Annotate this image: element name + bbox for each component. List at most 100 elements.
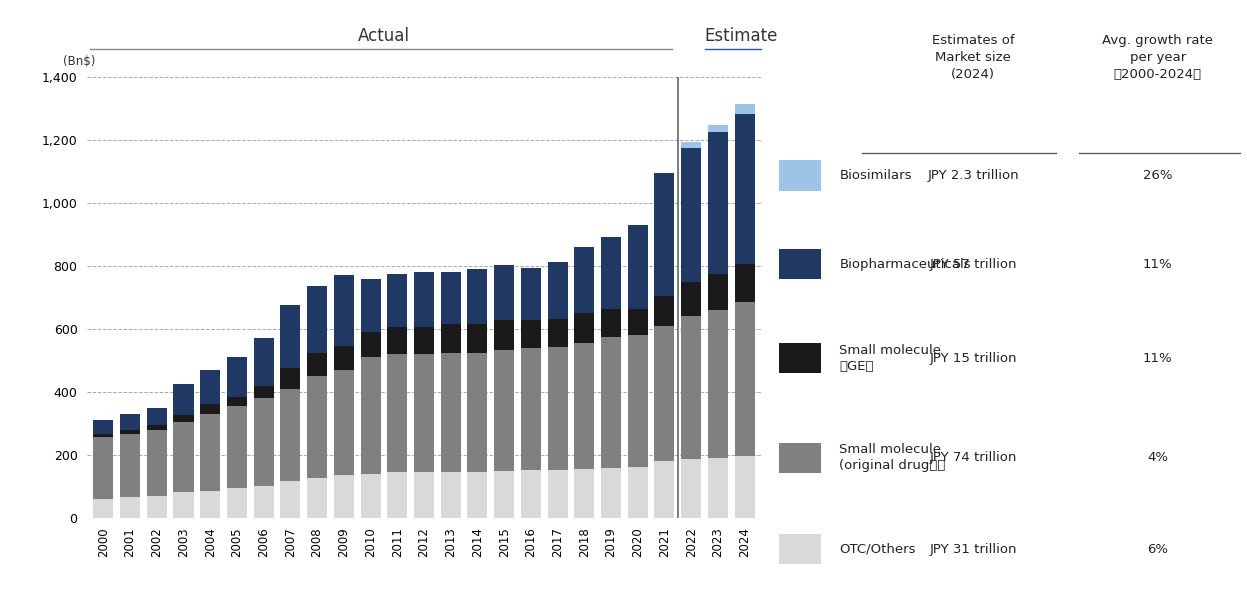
Text: Small molecule
(original drug））: Small molecule (original drug）） (839, 443, 945, 472)
Text: JPY 31 trillion: JPY 31 trillion (929, 543, 1016, 556)
Text: JPY 15 trillion: JPY 15 trillion (929, 352, 1016, 365)
Bar (227, 488, 247, 518)
Bar (94, 434, 113, 437)
Bar (94, 420, 113, 434)
Bar (468, 269, 488, 324)
Bar (734, 264, 754, 302)
Bar (655, 326, 675, 461)
Bar (360, 278, 380, 332)
Text: Actual: Actual (358, 27, 410, 45)
Bar (388, 354, 408, 472)
Bar (708, 310, 728, 458)
Bar (681, 459, 701, 518)
Bar (734, 114, 754, 264)
Text: OTC/Others: OTC/Others (839, 543, 915, 556)
Bar (307, 478, 327, 518)
Bar (388, 274, 408, 327)
Bar (494, 471, 514, 518)
Text: 11%: 11% (1143, 258, 1172, 271)
Bar (627, 335, 647, 467)
Bar (708, 274, 728, 310)
Bar (173, 415, 193, 422)
Bar (253, 486, 273, 518)
Bar (414, 354, 434, 472)
Bar (173, 422, 193, 493)
Bar (334, 275, 354, 346)
Bar (147, 496, 167, 518)
Bar (575, 343, 595, 469)
Bar (253, 398, 273, 486)
Bar (147, 425, 167, 430)
Bar (734, 456, 754, 518)
Text: Avg. growth rate
per year
（2000-2024）: Avg. growth rate per year （2000-2024） (1102, 35, 1213, 82)
Bar (681, 317, 701, 459)
Text: 4%: 4% (1147, 451, 1168, 464)
Bar (281, 389, 301, 481)
Bar (360, 357, 380, 474)
Bar (120, 497, 140, 518)
Bar (547, 262, 567, 319)
Bar (173, 384, 193, 415)
Bar (494, 265, 514, 320)
Bar (334, 346, 354, 370)
Bar (94, 499, 113, 518)
Bar (655, 461, 675, 518)
Text: Biosimilars: Biosimilars (839, 169, 912, 182)
Bar (334, 475, 354, 518)
Bar (521, 348, 541, 471)
Bar (547, 319, 567, 347)
Bar (201, 405, 221, 414)
Bar (601, 309, 621, 337)
Bar (521, 320, 541, 348)
Bar (360, 332, 380, 357)
Bar (575, 247, 595, 313)
Bar (201, 491, 221, 518)
Bar (494, 350, 514, 471)
Bar (94, 437, 113, 499)
Bar (468, 324, 488, 352)
Bar (681, 282, 701, 317)
Bar (440, 324, 460, 352)
Bar (521, 268, 541, 320)
Bar (779, 534, 821, 564)
Bar (227, 406, 247, 488)
Bar (440, 352, 460, 472)
Bar (681, 142, 701, 148)
Bar (575, 469, 595, 518)
Bar (201, 414, 221, 491)
Text: (Bn$): (Bn$) (64, 55, 96, 68)
Text: JPY 2.3 trillion: JPY 2.3 trillion (928, 169, 1019, 182)
Bar (440, 273, 460, 324)
Bar (779, 343, 821, 374)
Bar (201, 370, 221, 405)
Bar (601, 468, 621, 518)
Bar (360, 474, 380, 518)
Bar (627, 467, 647, 518)
Bar (307, 352, 327, 376)
Bar (440, 472, 460, 518)
Bar (334, 370, 354, 475)
Bar (281, 368, 301, 389)
Bar (147, 408, 167, 425)
Bar (547, 470, 567, 518)
Bar (414, 327, 434, 354)
Bar (253, 339, 273, 386)
Text: 6%: 6% (1147, 543, 1168, 556)
Bar (307, 287, 327, 352)
Bar (655, 173, 675, 296)
Text: JPY 74 trillion: JPY 74 trillion (929, 451, 1016, 464)
Bar (708, 133, 728, 274)
Bar (173, 493, 193, 518)
Text: 11%: 11% (1143, 352, 1172, 365)
Bar (281, 305, 301, 368)
Bar (627, 308, 647, 335)
Bar (468, 472, 488, 518)
Bar (708, 124, 728, 133)
Text: 26%: 26% (1143, 169, 1172, 182)
Bar (601, 337, 621, 468)
Bar (575, 313, 595, 343)
Text: Estimates of
Market size
(2024): Estimates of Market size (2024) (932, 35, 1015, 82)
Bar (734, 302, 754, 456)
Bar (601, 237, 621, 309)
Text: Estimate: Estimate (705, 27, 778, 45)
